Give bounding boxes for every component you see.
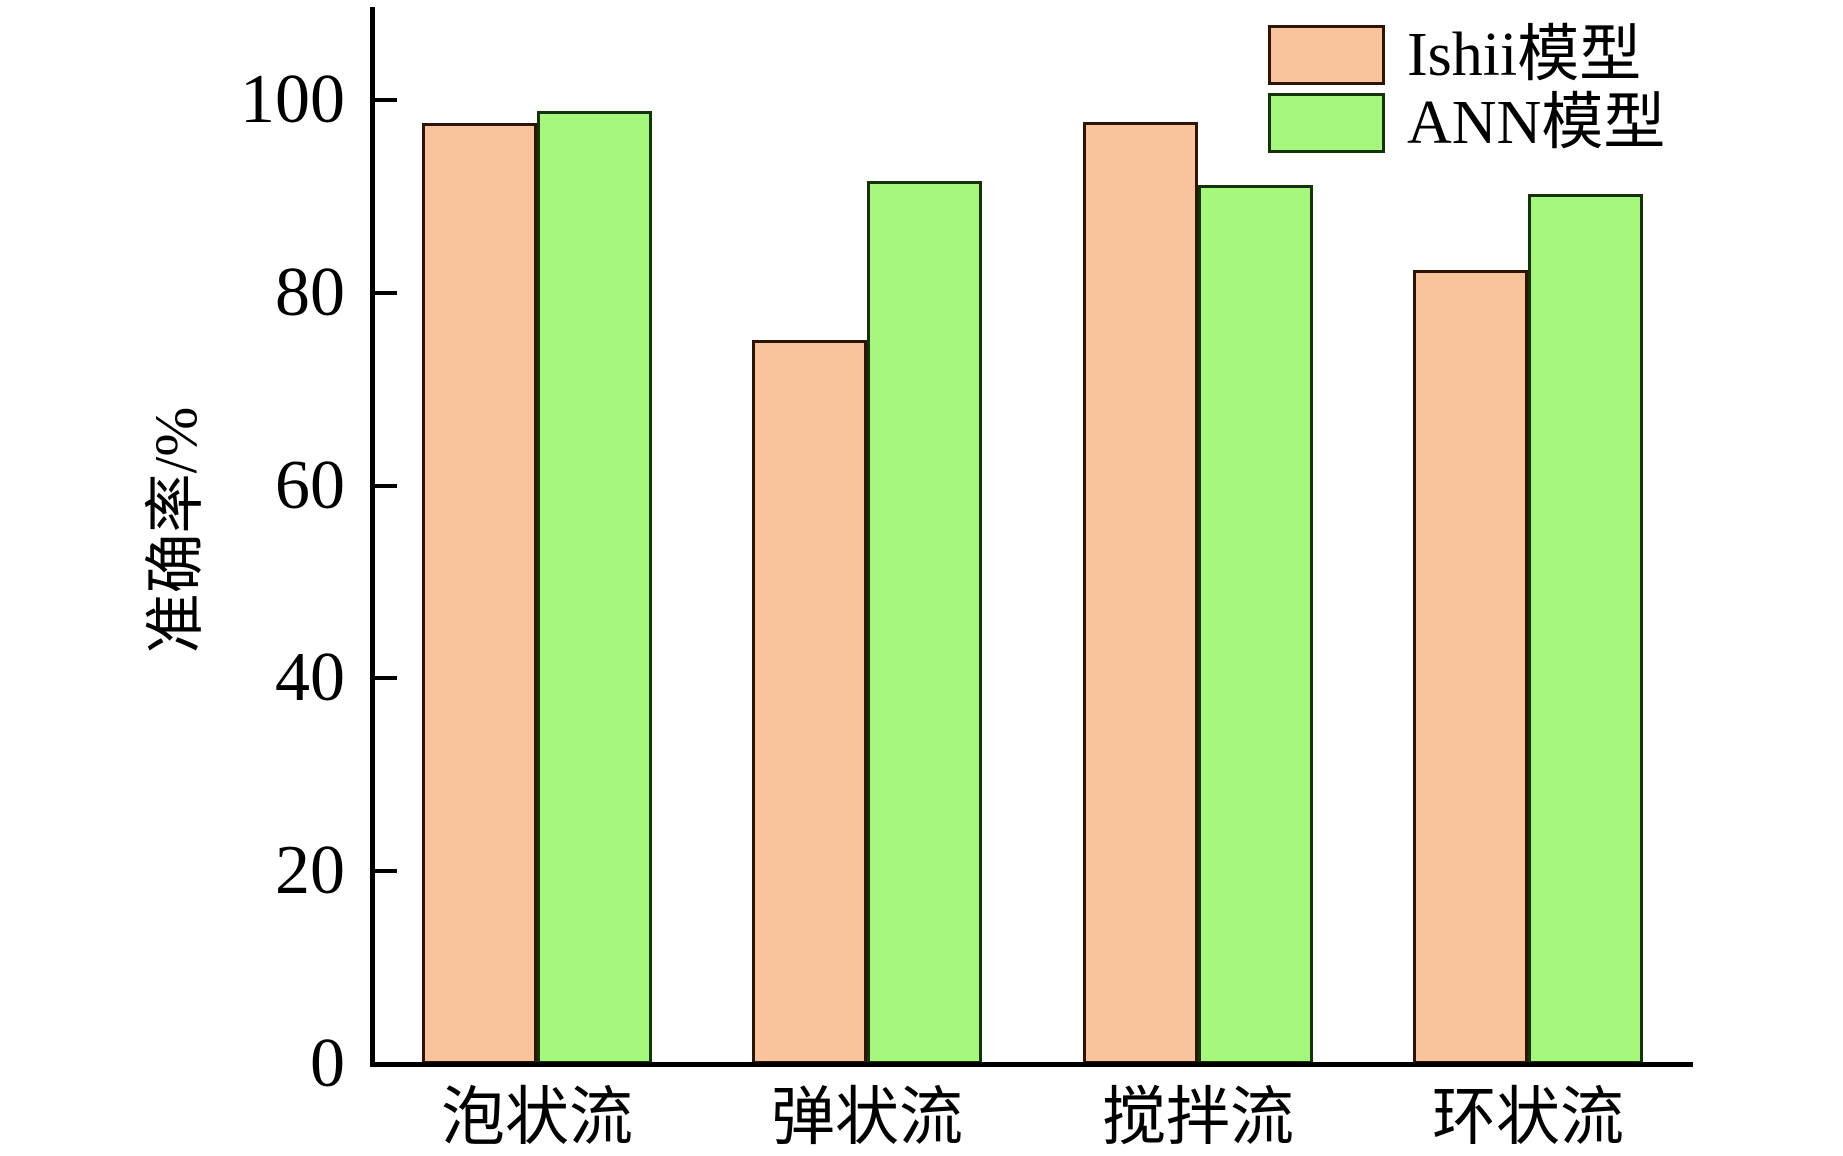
- x-category-label-弹状流: 弹状流: [771, 1082, 963, 1153]
- x-category-label-搅拌流: 搅拌流: [1102, 1082, 1294, 1153]
- y-tick-label-100: 100: [240, 61, 345, 138]
- legend-label-ann: ANN模型: [1407, 89, 1666, 157]
- bar-ishii-弹状流: [752, 340, 867, 1064]
- bar-ann-环状流: [1528, 194, 1643, 1064]
- legend-label-ishii: Ishii模型: [1407, 21, 1642, 89]
- y-tick-80: [375, 290, 397, 295]
- bar-ishii-搅拌流: [1083, 122, 1198, 1064]
- x-category-label-泡状流: 泡状流: [441, 1082, 633, 1153]
- legend-swatch-ann: [1268, 93, 1385, 153]
- y-tick-label-0: 0: [310, 1025, 345, 1102]
- bar-ishii-环状流: [1413, 270, 1528, 1064]
- bar-ann-弹状流: [867, 181, 982, 1064]
- x-category-label-环状流: 环状流: [1432, 1082, 1624, 1153]
- x-axis-line: [370, 1062, 1693, 1067]
- legend-item-ann: ANN模型: [1268, 89, 1666, 157]
- legend-item-ishii: Ishii模型: [1268, 21, 1665, 89]
- legend: Ishii模型 ANN模型: [1268, 21, 1666, 157]
- bar-ann-泡状流: [537, 111, 652, 1064]
- y-tick-40: [375, 676, 397, 681]
- y-tick-100: [375, 98, 397, 102]
- y-tick-60: [375, 483, 397, 488]
- legend-swatch-ishii: [1268, 25, 1385, 85]
- y-tick-label-80: 80: [275, 253, 345, 331]
- y-tick-label-60: 60: [275, 446, 345, 524]
- y-tick-label-20: 20: [275, 832, 345, 910]
- y-axis-line: [370, 7, 375, 1067]
- bar-ann-搅拌流: [1198, 185, 1313, 1064]
- bar-ishii-泡状流: [422, 123, 537, 1064]
- y-tick-20: [375, 869, 397, 874]
- y-axis-label: 准确率/%: [143, 406, 209, 654]
- y-tick-label-40: 40: [275, 639, 345, 717]
